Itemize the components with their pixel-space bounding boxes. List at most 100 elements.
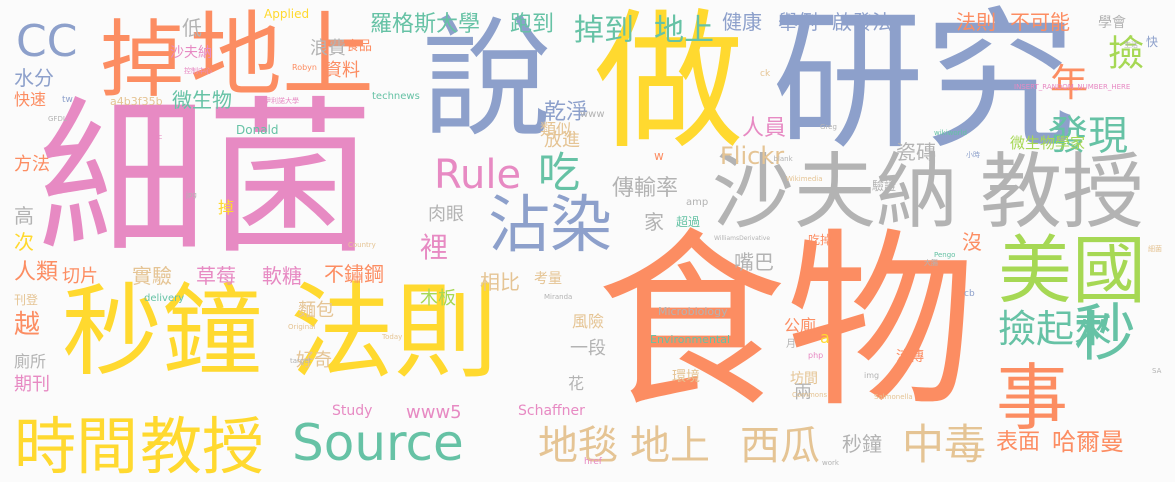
word-on-ground: 地上	[654, 13, 714, 48]
word-donald: Donald	[236, 123, 279, 137]
word-times: 次	[14, 230, 34, 254]
word-put-in: 放進	[544, 130, 580, 151]
word-second: 秒	[1063, 300, 1136, 362]
word-hallman: 哈爾曼	[1052, 428, 1124, 456]
word-say: 說	[422, 3, 553, 155]
word-moisture: 水分	[14, 66, 54, 90]
word-seconds-small: 秒鐘	[842, 432, 882, 456]
word-schaffner: 沙夫納	[712, 145, 959, 240]
word-source: Source	[292, 414, 464, 472]
word-seconds: 秒鐘	[62, 273, 262, 390]
word-bread: 麵包	[298, 300, 334, 321]
word-flower: 花	[568, 374, 585, 393]
word-cb: cb	[964, 289, 975, 299]
word-img: img	[864, 371, 880, 380]
word-stainless: 不鏽鋼	[324, 262, 384, 286]
word-a4b3f35b: a4b3f35b	[110, 95, 163, 108]
word-rule: 法則	[290, 271, 499, 393]
word-publish: 刊登	[14, 293, 39, 307]
word-delivery: delivery	[144, 293, 185, 304]
word-time: 時間	[14, 410, 139, 482]
word-strawberry: 草莓	[196, 264, 236, 288]
word-clean: 乾淨	[544, 100, 589, 125]
word-high: 高	[14, 204, 34, 228]
word-method: 方法	[14, 154, 50, 175]
word-cdc: 控制中心	[184, 67, 212, 75]
word-watermelon: 西瓜	[740, 423, 820, 469]
word-a: a	[820, 328, 830, 347]
word-robyn: Robyn	[292, 63, 317, 72]
word-month: 月	[786, 339, 796, 350]
word-run-to: 跑到	[510, 12, 555, 37]
word-environmental: Environmental	[650, 333, 731, 346]
word-environment: 環境	[672, 369, 700, 385]
word-pick: 撿	[1102, 34, 1143, 70]
word-food-product: 食品	[346, 39, 373, 54]
word-blank: _blank	[770, 155, 793, 163]
word-insert-random: INSERT_RANDOM_NUMBER_HERE	[1014, 83, 1131, 91]
word-example: 舉例	[778, 10, 818, 34]
word-usa: 美國	[998, 228, 1146, 314]
word-greg: Greg	[820, 123, 837, 131]
word-pengo: Pengo	[934, 251, 956, 259]
word-amp: amp	[686, 197, 709, 208]
word-microbiologist: 微生物學家	[1010, 134, 1086, 152]
word-rutgers: 羅格斯大學	[370, 12, 481, 37]
word-exceed: 超過	[676, 215, 701, 229]
word-risk: 風險	[572, 312, 605, 331]
word-not: 沒	[962, 230, 982, 254]
word-section: 一段	[570, 338, 606, 359]
word-dropped-to: 掉到	[574, 13, 634, 48]
word-sa: SA	[1152, 367, 1162, 375]
word-schaffner-en: Schaffner	[518, 403, 585, 419]
word-fast: 快速	[14, 90, 47, 109]
word-toilet: 廁所	[14, 352, 47, 371]
word-public-toilet: 公廁	[784, 316, 817, 335]
word-microbiology: Microbiology	[658, 305, 728, 318]
word-flickr: Flickr	[720, 142, 785, 170]
word-microbe: 微生物	[172, 88, 232, 112]
word-jpg: jpg	[186, 191, 197, 199]
word-journal: 期刊	[14, 374, 50, 395]
word-wikimedia: Wikimedia	[786, 175, 823, 183]
word-year: 年	[1050, 61, 1089, 105]
word-www: www	[580, 109, 605, 120]
word-today: Today	[382, 333, 403, 341]
word-waste: 浪費	[310, 38, 346, 59]
word-impossible: 不可能	[1010, 10, 1070, 34]
word-mouth: 嘴巴	[734, 250, 774, 274]
word-work: work	[822, 459, 839, 467]
word-original: Original	[288, 323, 316, 331]
word-src: src	[152, 133, 163, 141]
word-thing: 事	[996, 356, 1069, 440]
word-human: 人類	[14, 260, 59, 285]
word-technews: technews	[372, 91, 420, 102]
word-commons: Commons	[792, 391, 828, 399]
word-similar: 類似	[540, 120, 573, 139]
word-professor: 教授	[980, 145, 1145, 240]
word-ecoli: 大腸	[924, 259, 938, 267]
word-w: w	[654, 149, 664, 163]
word-eat: 吃	[538, 148, 581, 197]
word-rule-en: Rule	[434, 152, 522, 198]
word-compare: 相比	[480, 270, 520, 294]
word-research: 研究	[772, 0, 1076, 170]
word-country: Country	[348, 241, 376, 249]
word-bacteria: 細菌	[38, 81, 374, 277]
word-schaffner-small: 沙夫納	[170, 45, 212, 61]
word-drop-small: 掉	[218, 198, 235, 217]
word-professor-2: 教授	[140, 410, 265, 482]
word-two: 兩	[794, 382, 812, 403]
word-society: 學會	[1098, 15, 1126, 31]
word-food: 食物	[596, 212, 977, 433]
word-verify: 驗證	[872, 179, 897, 193]
word-php: php	[808, 351, 824, 360]
word-www5: www5	[406, 402, 462, 423]
word-do: 做	[594, 0, 745, 170]
word-low: 低	[182, 16, 202, 40]
word-surface: 表面	[996, 430, 1041, 455]
word-eaten: 吃掉	[808, 233, 833, 247]
word-data: 資料	[324, 60, 360, 81]
word-ck: ck	[760, 69, 771, 79]
